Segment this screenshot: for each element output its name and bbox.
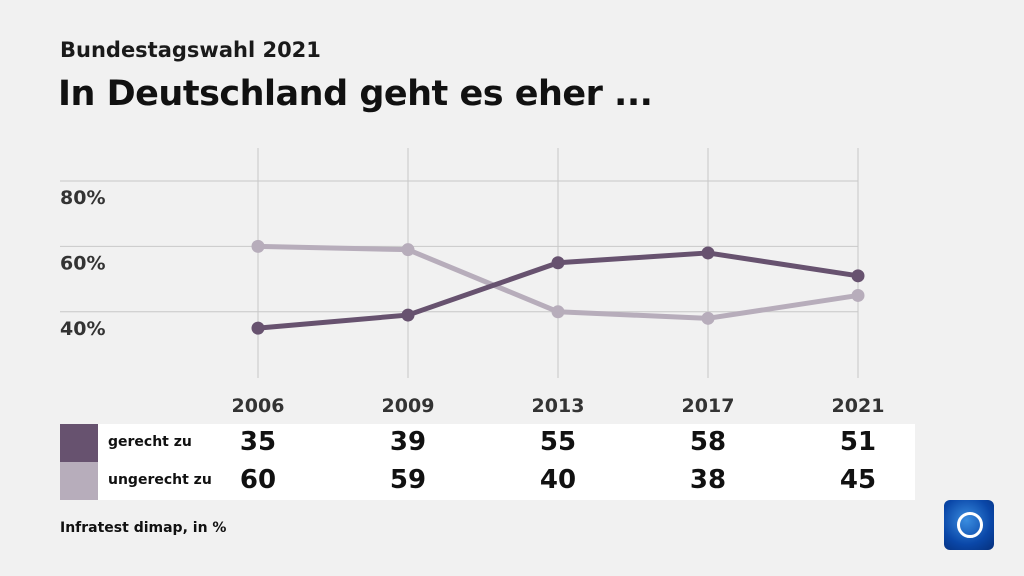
legend-swatch (60, 424, 98, 462)
table-cell: 58 (689, 427, 727, 457)
x-tick-label: 2006 (232, 395, 285, 417)
table-cell: 35 (239, 427, 277, 457)
data-table: gerecht zu 35 39 55 58 51 ungerecht zu 6… (60, 424, 915, 500)
data-point (401, 243, 415, 257)
x-tick-label: 2017 (682, 395, 735, 417)
chart-title: In Deutschland geht es eher ... (58, 74, 653, 114)
table-cell: 45 (839, 465, 877, 495)
x-tick-label: 2013 (532, 395, 585, 417)
row-label: ungerecht zu (108, 472, 212, 488)
chart-subtitle: Bundestagswahl 2021 (60, 38, 321, 62)
table-cell: 39 (389, 427, 427, 457)
table-cell: 60 (239, 465, 277, 495)
data-point (701, 246, 715, 260)
data-point (851, 269, 865, 283)
y-tick-label: 40% (60, 318, 105, 340)
table-cell: 38 (689, 465, 727, 495)
data-point (701, 311, 715, 325)
legend-swatch (60, 462, 98, 500)
data-point (251, 321, 265, 335)
table-row: gerecht zu 35 39 55 58 51 (60, 424, 915, 462)
table-cell: 40 (539, 465, 577, 495)
x-tick-label: 2021 (832, 395, 885, 417)
data-point (401, 308, 415, 322)
y-tick-label: 80% (60, 187, 105, 209)
y-tick-label: 60% (60, 252, 105, 274)
data-point (551, 305, 565, 319)
source-note: Infratest dimap, in % (60, 520, 227, 536)
tagesschau-logo (944, 500, 994, 550)
table-cell: 59 (389, 465, 427, 495)
x-tick-label: 2009 (382, 395, 435, 417)
table-cell: 55 (539, 427, 577, 457)
data-point (551, 256, 565, 270)
data-point (851, 288, 865, 302)
row-label: gerecht zu (108, 434, 192, 450)
data-point (251, 239, 265, 253)
table-row: ungerecht zu 60 59 40 38 45 (60, 462, 915, 500)
table-cell: 51 (839, 427, 877, 457)
